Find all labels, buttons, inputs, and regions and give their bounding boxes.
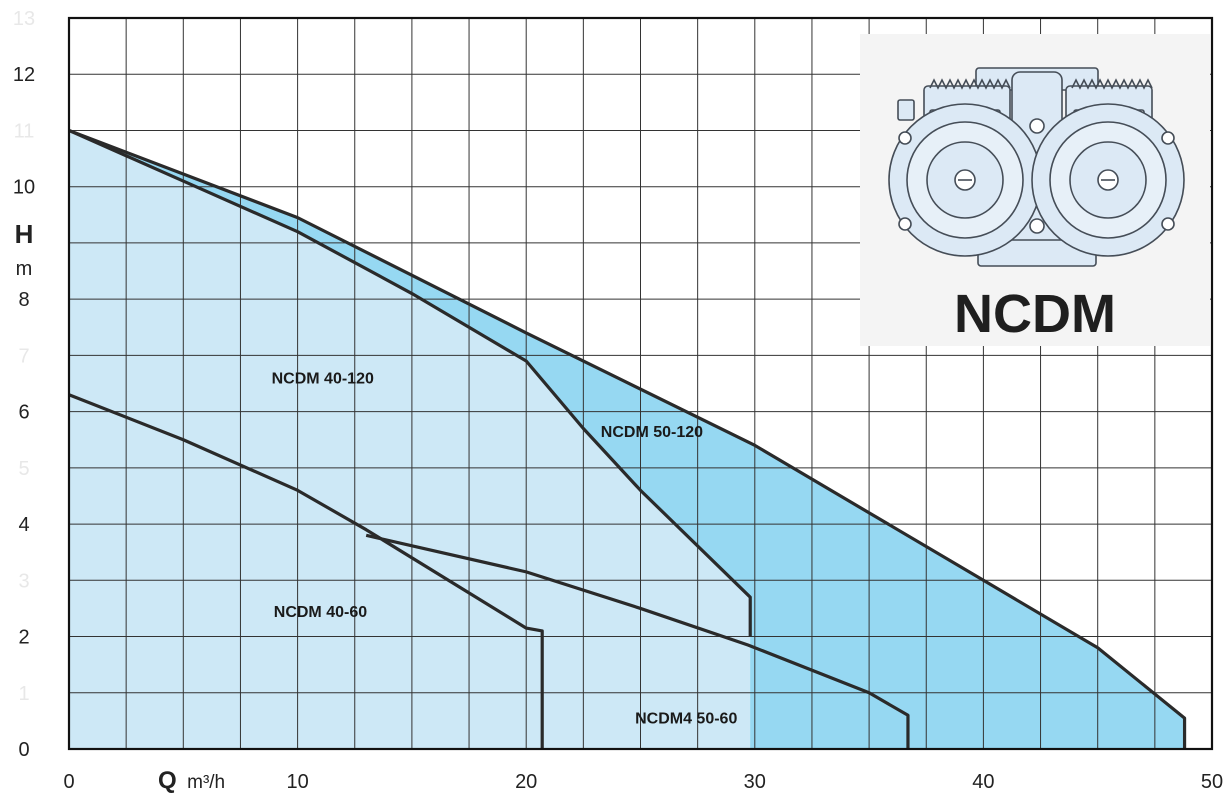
x-tick-label: 50: [1201, 771, 1223, 793]
y-tick-label: 1: [18, 683, 29, 705]
series-labels: NCDM 40-120 NCDM 50-120 NCDM 40-60 NCDM4 50…: [272, 371, 738, 728]
y-tick-label: 5: [18, 458, 29, 480]
y-tick-label: 11: [14, 120, 35, 142]
y-tick-label: 8: [18, 289, 29, 311]
y-axis-title: H m: [15, 219, 34, 280]
y-tick-label: 12: [13, 64, 35, 86]
series-line-ncdm4-50-60: [365, 533, 910, 749]
series-label: NCDM 40-60: [274, 604, 367, 621]
series-label: NCDM 50-120: [601, 424, 703, 441]
y-tick-label: 13: [13, 8, 35, 30]
twin-pump-icon: [888, 67, 1185, 267]
x-tick-label: 20: [515, 771, 537, 793]
series-line-ncdm-40-120: [68, 128, 752, 637]
series-area-ncdm-40-60: [69, 394, 543, 749]
y-axis-symbol: H: [15, 219, 34, 249]
x-axis-unit: m³/h: [187, 772, 225, 793]
y-axis-unit: m: [16, 258, 33, 280]
y-tick-label: 4: [18, 514, 29, 536]
y-tick-label: 10: [13, 177, 35, 199]
series-line-ncdm-40-60: [68, 393, 544, 749]
x-axis-symbol: Q: [158, 767, 177, 794]
y-tick-label: 2: [18, 627, 29, 649]
plot-frame: [67, 16, 1214, 751]
x-tick-label: 40: [972, 771, 994, 793]
inset-title: NCDM: [954, 284, 1116, 344]
x-tick-label: 10: [286, 771, 308, 793]
x-axis-title: Q m³/h: [158, 767, 225, 794]
series-lines: [68, 128, 1187, 749]
y-tick-label: 6: [18, 402, 29, 424]
svg-text:Q m³/h: Q m³/h: [158, 767, 225, 794]
x-tick-label: 0: [63, 771, 74, 793]
x-tick-label: 30: [744, 771, 766, 793]
y-tick-label: 0: [18, 739, 29, 761]
y-tick-label: 7: [18, 345, 29, 367]
series-fill-areas: [69, 130, 1185, 749]
series-line-ncdm-50-120: [68, 128, 1187, 749]
series-label: NCDM 40-120: [272, 371, 374, 388]
plot-border: [67, 16, 1214, 751]
y-tick-label: 3: [18, 570, 29, 592]
product-inset: NCDM: [860, 34, 1210, 346]
series-label: NCDM4 50-60: [635, 711, 737, 728]
x-axis-ticks: 0 10 20 30 40 50: [63, 771, 1223, 793]
